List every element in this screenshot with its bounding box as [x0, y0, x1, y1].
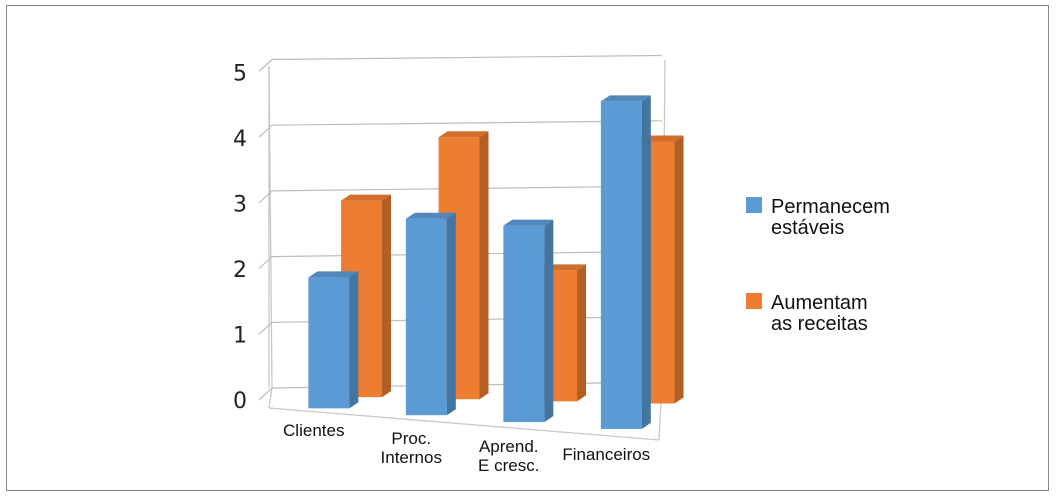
legend-label: Permanecem estáveis — [771, 196, 890, 239]
chart-frame: 0 1 2 3 4 5 Clientes Proc. Internos Aprend. E cre… — [6, 5, 1049, 491]
legend-label: Aumentam as receitas — [771, 292, 868, 335]
x-tick-label: Financeiros — [562, 445, 650, 464]
x-axis-ticks: Clientes Proc. Internos Aprend. E cresc. Fina… — [283, 421, 650, 475]
bar-permanecem-1 — [405, 212, 456, 416]
legend-swatch — [746, 197, 762, 213]
legend: Permanecem estáveis Aumentam as receitas — [746, 196, 890, 335]
y-tick-label: 4 — [233, 127, 247, 152]
y-tick-label: 0 — [233, 389, 247, 414]
bar-permanecem-0 — [308, 271, 359, 409]
legend-swatch — [746, 293, 762, 309]
y-tick-label: 2 — [233, 258, 247, 283]
y-axis-ticks: 0 1 2 3 4 5 — [233, 62, 247, 415]
bars — [308, 95, 684, 429]
bar-chart-3d: 0 1 2 3 4 5 Clientes Proc. Internos Aprend. E cre… — [233, 54, 890, 475]
x-tick-label: Aprend. E cresc. — [478, 437, 539, 475]
x-tick-label: Clientes — [283, 421, 344, 440]
y-tick-label: 5 — [233, 62, 247, 87]
y-tick-label: 1 — [233, 324, 247, 349]
bar-permanecem-3 — [600, 95, 651, 429]
bar-permanecem-2 — [503, 219, 554, 423]
y-tick-label: 3 — [233, 193, 247, 218]
x-tick-label: Proc. Internos — [381, 429, 442, 467]
